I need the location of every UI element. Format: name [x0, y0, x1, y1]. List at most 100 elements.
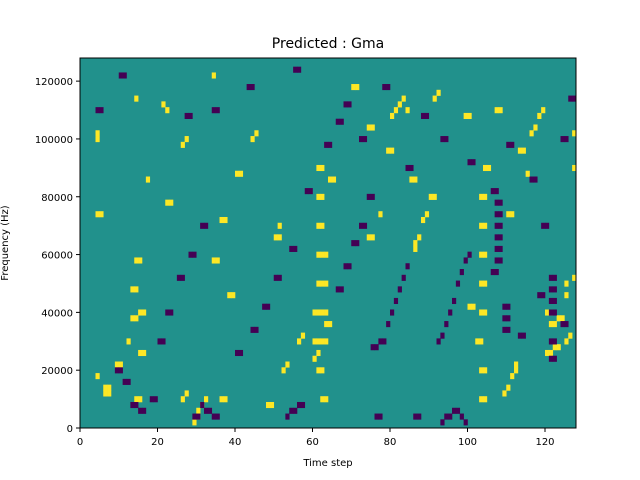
heatmap-cell-high	[320, 193, 325, 200]
heatmap-cell-low	[405, 263, 410, 270]
heatmap-cell-high	[521, 147, 526, 154]
heatmap-cell-low	[517, 332, 523, 339]
heatmap-cell-high	[405, 107, 410, 114]
heatmap-cell-high	[428, 193, 433, 200]
heatmap-cell-low	[452, 407, 457, 414]
heatmap-cell-low	[180, 274, 185, 281]
heatmap-cell-low	[204, 407, 209, 414]
heatmap-cell-low	[204, 222, 209, 229]
heatmap-cell-low	[409, 164, 414, 172]
heatmap-cell-low	[455, 280, 461, 287]
heatmap-cell-high	[324, 396, 329, 403]
heatmap-cell-low	[188, 112, 193, 120]
y-tick-label: 60000	[41, 251, 73, 262]
heatmap-cells	[95, 66, 577, 426]
heatmap-cell-high	[250, 136, 255, 143]
heatmap-cell-high	[479, 396, 484, 403]
heatmap-cell-low	[176, 274, 182, 281]
heatmap-cell-low	[545, 222, 550, 229]
heatmap-cell-high	[525, 170, 530, 177]
heatmap-cell-high	[483, 222, 488, 229]
heatmap-cell-low	[266, 303, 271, 310]
heatmap-cell-high	[142, 349, 147, 357]
heatmap-cell-low	[378, 413, 383, 420]
heatmap-cell-high	[95, 136, 100, 143]
heatmap-cell-high	[324, 309, 329, 316]
heatmap-cell-low	[335, 286, 340, 293]
heatmap-cell-high	[397, 101, 402, 108]
heatmap-cell-high	[184, 390, 189, 397]
heatmap-cell-high	[514, 361, 519, 368]
heatmap-cell-high	[134, 315, 139, 322]
heatmap-cell-low	[386, 321, 391, 328]
heatmap-cell-high	[366, 124, 371, 131]
heatmap-cell-low	[165, 309, 170, 316]
heatmap-cell-high	[114, 361, 120, 368]
heatmap-cell-high	[401, 95, 406, 102]
heatmap-cell-high	[471, 303, 476, 310]
heatmap-cell-low	[541, 292, 546, 299]
heatmap-cell-high	[238, 170, 244, 177]
heatmap-cell-low	[494, 245, 499, 252]
heatmap-cell-high	[545, 349, 550, 357]
heatmap-cell-low	[529, 176, 534, 183]
y-tick-label: 0	[67, 424, 73, 435]
heatmap-cell-low	[304, 188, 309, 195]
heatmap-cell-low	[471, 159, 476, 166]
heatmap-cell-low	[99, 107, 104, 114]
heatmap-cell-low	[211, 107, 216, 114]
heatmap-cell-high	[413, 245, 418, 252]
heatmap-cell-high	[541, 107, 546, 114]
heatmap-cell-low	[494, 211, 499, 218]
heatmap-cell-low	[250, 84, 255, 91]
heatmap-cell-low	[207, 407, 213, 414]
heatmap-cell-low	[568, 95, 573, 102]
heatmap-cell-high	[215, 257, 220, 264]
heatmap-cell-low	[494, 222, 499, 229]
heatmap-cell-low	[448, 309, 453, 316]
heatmap-cell-high	[548, 349, 554, 357]
heatmap-cell-high	[99, 211, 104, 218]
heatmap-cell-low	[347, 101, 352, 108]
heatmap-cell-low	[459, 269, 464, 276]
heatmap-cell-low	[273, 274, 278, 281]
heatmap-cell-low	[390, 309, 395, 316]
heatmap-cell-low	[122, 378, 127, 385]
heatmap-cell-high	[316, 280, 321, 287]
heatmap-cell-high	[331, 176, 337, 183]
heatmap-cell-high	[533, 124, 538, 131]
heatmap-cell-high	[552, 321, 557, 328]
heatmap-cell-low	[161, 338, 166, 345]
heatmap-cell-high	[134, 286, 139, 293]
heatmap-cell-high	[390, 112, 395, 120]
heatmap-cell-high	[467, 112, 472, 120]
heatmap-cell-low	[548, 297, 554, 305]
heatmap-cell-low	[494, 234, 499, 241]
heatmap-cell-low	[215, 107, 220, 114]
heatmap-cell-low	[397, 286, 402, 293]
heatmap-cell-low	[300, 401, 306, 409]
heatmap-cell-high	[479, 367, 484, 374]
heatmap-cell-low	[382, 338, 387, 345]
heatmap-cell-low	[118, 367, 123, 374]
heatmap-cell-low	[378, 338, 383, 345]
heatmap-cell-low	[405, 164, 410, 172]
heatmap-cell-low	[440, 136, 445, 143]
heatmap-cell-high	[328, 321, 333, 328]
heatmap-cell-low	[548, 355, 554, 362]
heatmap-cell-high	[355, 84, 360, 91]
heatmap-cell-high	[316, 367, 321, 374]
heatmap-cell-high	[324, 280, 329, 287]
heatmap-cell-low	[362, 136, 368, 143]
heatmap-cell-low	[192, 413, 197, 420]
heatmap-cell-high	[467, 303, 472, 310]
heatmap-cell-high	[103, 390, 108, 397]
heatmap-cell-low	[200, 222, 205, 229]
heatmap-cell-low	[541, 222, 546, 229]
heatmap-cell-low	[343, 101, 348, 108]
heatmap-cell-low	[494, 257, 499, 264]
heatmap-cell-low	[347, 263, 352, 270]
x-tick-label: 60	[306, 437, 319, 448]
heatmap-cell-low	[374, 344, 379, 351]
heatmap-cell-high	[370, 234, 375, 241]
